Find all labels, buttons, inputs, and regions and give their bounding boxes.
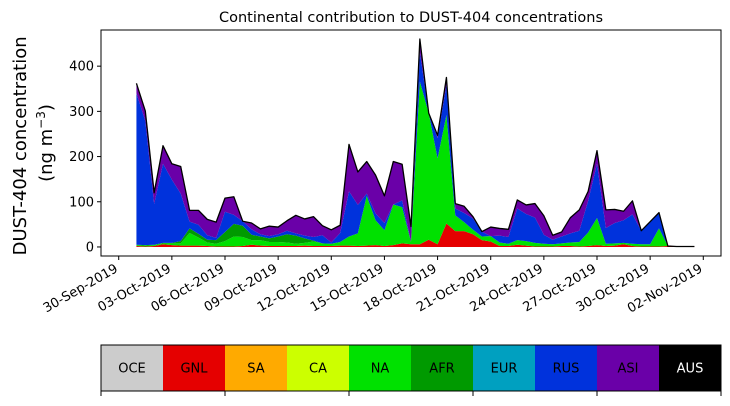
legend-frame — [100, 344, 722, 392]
y-tick-label: 300 — [69, 105, 94, 120]
legend-swatch-asi — [597, 345, 659, 391]
legend-label-na: NA — [371, 362, 390, 377]
color-legend: OCE GNL SA CA NA AFR EUR RUS ASI AUS — [100, 344, 722, 396]
y-tick-label: 200 — [69, 150, 94, 165]
y-axis-label-unit-prefix: (ng m — [36, 129, 57, 182]
legend-label-ca: CA — [309, 362, 327, 377]
legend-swatch-na — [349, 345, 411, 391]
legend-label-asi: ASI — [618, 362, 639, 377]
y-axis-label-unit-suffix: ) — [36, 104, 57, 111]
area-rus — [136, 52, 695, 247]
legend-label-sa: SA — [247, 362, 264, 377]
total-outline — [135, 38, 695, 248]
y-tick-label: 400 — [69, 60, 94, 75]
total-outline-group — [135, 38, 695, 248]
y-tick-label: 100 — [69, 195, 94, 210]
legend-swatch-gnl — [163, 345, 225, 391]
legend-swatch-rus — [535, 345, 597, 391]
legend-swatch-ca — [287, 345, 349, 391]
y-tick-label: 0 — [86, 240, 94, 255]
legend-swatch-oce — [101, 345, 163, 391]
y-axis-label-unit-exponent: −3 — [34, 111, 48, 129]
legend-swatch-afr — [411, 345, 473, 391]
legend-label-eur: EUR — [491, 362, 518, 377]
legend-label-afr: AFR — [429, 362, 454, 377]
legend-label-rus: RUS — [553, 362, 580, 377]
x-axis-ticks: 30-Sep-201903-Oct-201906-Oct-201909-Oct-… — [41, 256, 705, 316]
plot-frame — [100, 29, 722, 257]
legend-label-gnl: GNL — [180, 362, 208, 377]
y-axis-label-line2: (ng m−3) — [34, 104, 57, 182]
legend-swatch-eur — [473, 345, 535, 391]
legend-label-aus: AUS — [677, 362, 704, 377]
legend-label-oce: OCE — [118, 362, 146, 377]
legend-swatch-aus — [659, 345, 721, 391]
y-axis-label-line1: DUST-404 concentration — [10, 36, 31, 255]
y-axis-ticks: 0 100 200 300 400 — [69, 60, 101, 255]
area-na — [136, 81, 695, 247]
chart-title: Continental contribution to DUST-404 con… — [219, 10, 603, 26]
y-axis-label: DUST-404 concentration (ng m−3) — [10, 31, 57, 256]
legend-swatch-sa — [225, 345, 287, 391]
